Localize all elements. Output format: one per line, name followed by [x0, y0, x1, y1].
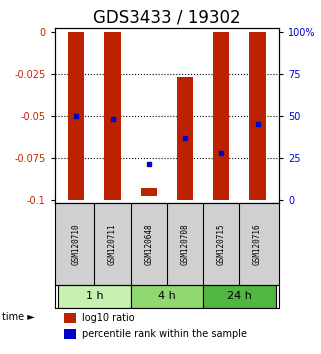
Text: GSM120648: GSM120648	[144, 223, 153, 265]
Bar	[177, 77, 193, 200]
Text: time ►: time ►	[2, 312, 34, 322]
Bar	[213, 32, 230, 200]
Bar	[203, 285, 276, 308]
Bar	[104, 32, 121, 200]
Title: GDS3433 / 19302: GDS3433 / 19302	[93, 9, 241, 27]
Text: GSM120716: GSM120716	[253, 223, 262, 265]
Bar	[249, 32, 266, 200]
Text: GSM120711: GSM120711	[108, 223, 117, 265]
Bar	[64, 313, 76, 323]
Text: 24 h: 24 h	[227, 291, 252, 301]
Bar	[141, 188, 157, 196]
Bar	[68, 32, 84, 200]
Text: GSM120708: GSM120708	[180, 223, 189, 265]
Text: 4 h: 4 h	[158, 291, 176, 301]
Bar	[64, 329, 76, 339]
Text: GSM120710: GSM120710	[72, 223, 81, 265]
Text: GSM120715: GSM120715	[217, 223, 226, 265]
Bar	[58, 285, 131, 308]
Text: percentile rank within the sample: percentile rank within the sample	[82, 329, 247, 339]
Bar	[131, 285, 203, 308]
Text: log10 ratio: log10 ratio	[82, 313, 134, 323]
Text: 1 h: 1 h	[86, 291, 103, 301]
